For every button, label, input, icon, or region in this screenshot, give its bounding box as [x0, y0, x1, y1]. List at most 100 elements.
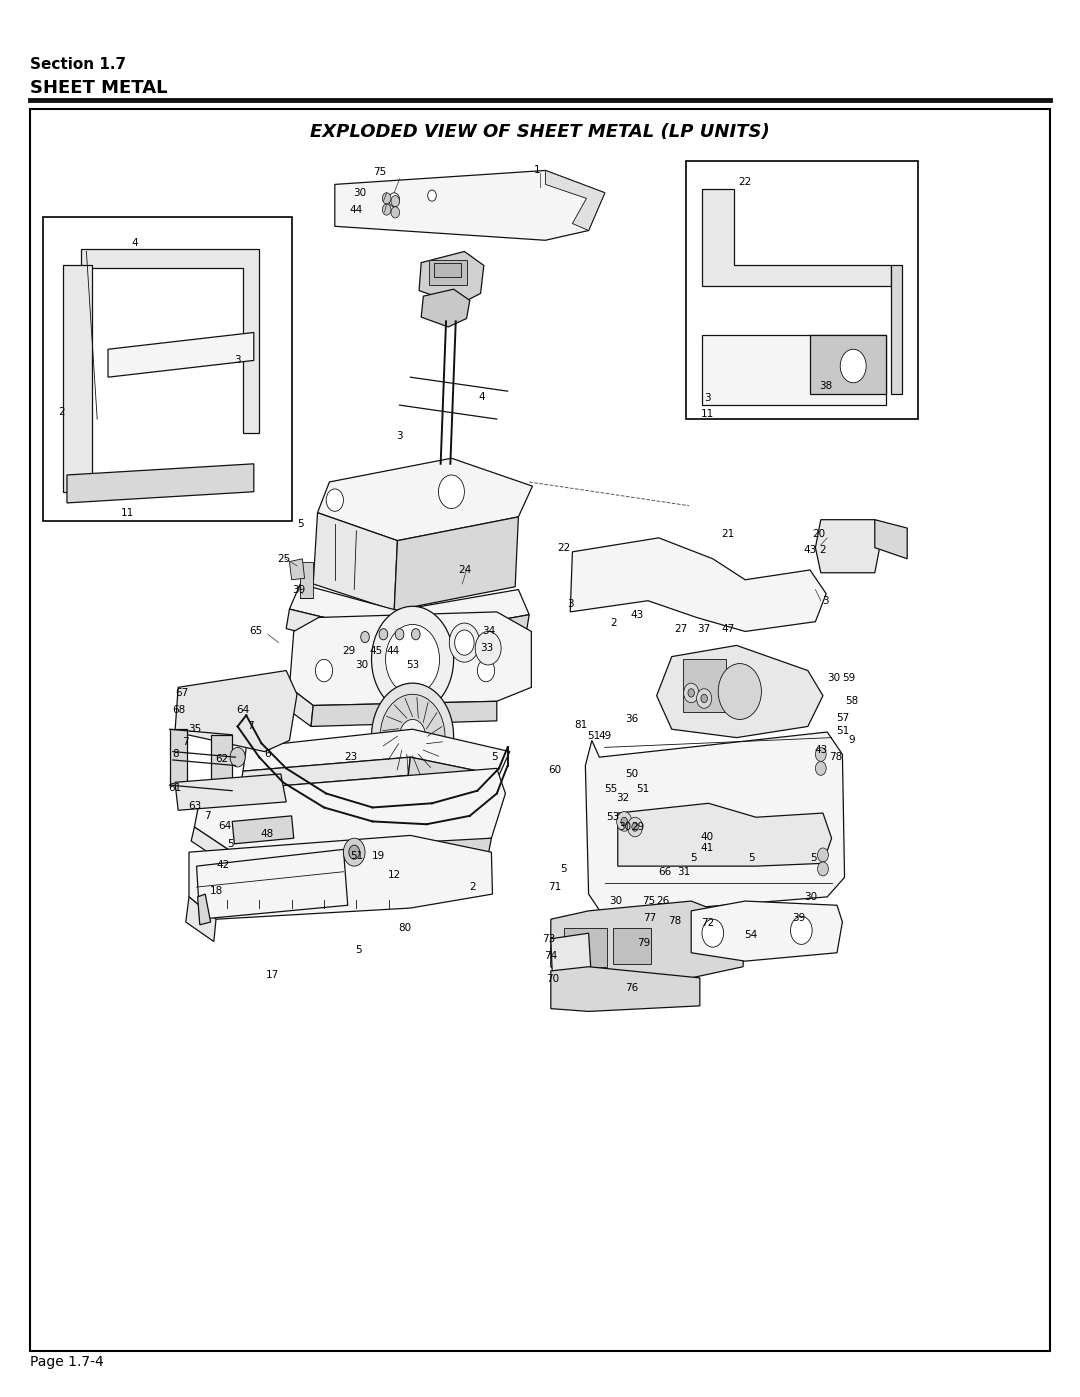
Text: 3: 3: [234, 355, 241, 366]
Text: 17: 17: [266, 970, 279, 981]
Text: 19: 19: [372, 851, 384, 862]
Polygon shape: [815, 520, 880, 573]
Text: 36: 36: [625, 714, 638, 725]
Text: 30: 30: [609, 895, 622, 907]
Text: 70: 70: [546, 974, 559, 985]
Polygon shape: [318, 458, 532, 541]
Text: 53: 53: [406, 659, 419, 671]
Text: 30: 30: [353, 187, 366, 198]
Circle shape: [326, 489, 343, 511]
Text: 5: 5: [491, 752, 498, 763]
Text: 5: 5: [561, 863, 567, 875]
Bar: [434, 263, 461, 277]
Circle shape: [382, 204, 391, 215]
Polygon shape: [243, 729, 510, 775]
Polygon shape: [311, 701, 497, 726]
Polygon shape: [229, 838, 491, 866]
Text: 79: 79: [637, 937, 650, 949]
Text: 41: 41: [701, 842, 714, 854]
Text: 22: 22: [557, 542, 570, 553]
Polygon shape: [657, 645, 823, 738]
Text: 5: 5: [810, 852, 816, 863]
Polygon shape: [186, 897, 216, 942]
Text: 30: 30: [827, 672, 840, 683]
Polygon shape: [289, 584, 529, 637]
Text: 32: 32: [617, 792, 630, 803]
Polygon shape: [175, 671, 297, 752]
Circle shape: [702, 919, 724, 947]
Text: 44: 44: [387, 645, 400, 657]
Circle shape: [411, 629, 420, 640]
Text: 51: 51: [350, 851, 363, 862]
Polygon shape: [618, 803, 832, 866]
Text: 2: 2: [820, 545, 826, 556]
Text: 62: 62: [215, 753, 228, 764]
Bar: [686, 161, 918, 419]
Text: 11: 11: [121, 507, 134, 518]
Text: Section 1.7: Section 1.7: [30, 57, 126, 71]
Circle shape: [455, 630, 474, 655]
Text: 5: 5: [748, 852, 755, 863]
Polygon shape: [108, 332, 254, 377]
Polygon shape: [81, 249, 259, 433]
Circle shape: [372, 606, 454, 712]
Circle shape: [315, 659, 333, 682]
Polygon shape: [198, 894, 211, 925]
Text: 43: 43: [814, 745, 827, 756]
Circle shape: [428, 190, 436, 201]
Text: 45: 45: [369, 645, 382, 657]
Polygon shape: [175, 774, 286, 810]
Bar: [429, 260, 467, 285]
Text: 30: 30: [618, 821, 631, 833]
Text: 64: 64: [237, 704, 249, 715]
Text: 3: 3: [567, 598, 573, 609]
Bar: [43, 217, 292, 521]
Text: 61: 61: [168, 782, 181, 793]
Text: 42: 42: [217, 859, 230, 870]
Polygon shape: [810, 335, 886, 394]
Polygon shape: [240, 757, 410, 789]
Text: EXPLODED VIEW OF SHEET METAL (LP UNITS): EXPLODED VIEW OF SHEET METAL (LP UNITS): [310, 123, 770, 141]
Circle shape: [701, 694, 707, 703]
Polygon shape: [551, 967, 700, 1011]
Text: 34: 34: [483, 626, 496, 637]
Text: Page 1.7-4: Page 1.7-4: [30, 1355, 104, 1369]
Text: 7: 7: [183, 736, 189, 747]
Circle shape: [343, 838, 365, 866]
Text: 5: 5: [355, 944, 362, 956]
Text: 29: 29: [632, 821, 645, 833]
Polygon shape: [408, 757, 499, 793]
Text: 50: 50: [625, 768, 638, 780]
Text: 25: 25: [278, 553, 291, 564]
Polygon shape: [702, 335, 886, 405]
Circle shape: [372, 683, 454, 789]
Text: 78: 78: [829, 752, 842, 763]
Text: 72: 72: [701, 918, 714, 929]
Polygon shape: [289, 559, 305, 580]
Circle shape: [361, 631, 369, 643]
Text: 78: 78: [669, 915, 681, 926]
Circle shape: [391, 207, 400, 218]
Text: 8: 8: [173, 749, 179, 760]
Text: 44: 44: [350, 204, 363, 215]
Polygon shape: [67, 464, 254, 503]
Text: 71: 71: [549, 882, 562, 893]
Text: 51: 51: [588, 731, 600, 742]
Text: 24: 24: [458, 564, 471, 576]
Circle shape: [379, 629, 388, 640]
Circle shape: [389, 193, 400, 207]
Text: 58: 58: [846, 696, 859, 707]
Text: 75: 75: [374, 166, 387, 177]
Circle shape: [818, 848, 828, 862]
Text: 64: 64: [218, 820, 231, 831]
Text: 38: 38: [820, 380, 833, 391]
Text: 73: 73: [542, 933, 555, 944]
Text: 60: 60: [549, 764, 562, 775]
Text: 23: 23: [345, 752, 357, 763]
Text: 33: 33: [481, 643, 494, 654]
Circle shape: [438, 475, 464, 509]
Circle shape: [230, 747, 245, 767]
Polygon shape: [189, 835, 492, 919]
Circle shape: [395, 629, 404, 640]
Text: 30: 30: [805, 891, 818, 902]
